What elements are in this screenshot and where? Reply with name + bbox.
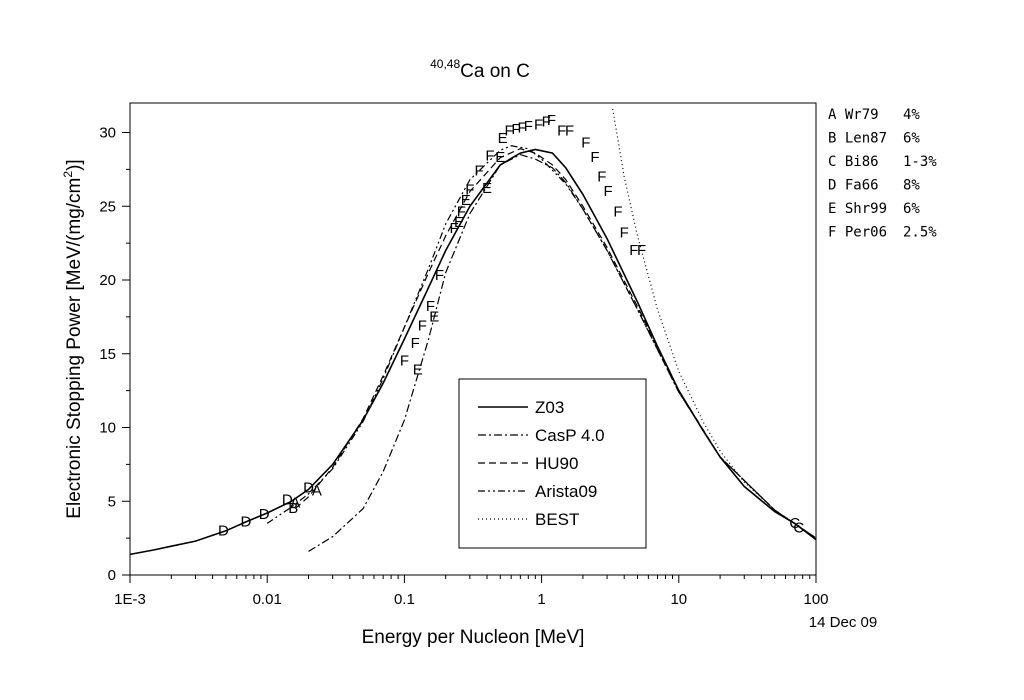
data-marker-f: F [457, 204, 466, 221]
data-marker-f: F [542, 114, 551, 131]
data-marker-d: D [218, 522, 229, 539]
data-marker-f: F [534, 117, 543, 134]
data-marker-f: F [485, 148, 494, 165]
reference-uncertainty-c: 1-3% [903, 154, 937, 170]
reference-uncertainty-a: 4% [903, 107, 920, 123]
data-marker-e: E [429, 308, 439, 325]
reference-uncertainty-e: 6% [903, 201, 920, 217]
data-marker-f: F [637, 242, 646, 259]
x-tick-label: 100 [803, 591, 828, 608]
data-marker-f: F [557, 123, 566, 140]
y-tick-label: 20 [99, 272, 116, 289]
data-marker-f: F [474, 162, 483, 179]
y-tick-label: 30 [99, 125, 116, 142]
data-marker-f: F [449, 220, 458, 237]
data-marker-b: B [288, 500, 298, 517]
y-axis: 0 5 10 15 20 25 30 [99, 125, 130, 584]
data-marker-d: D [303, 480, 314, 497]
x-tick-label: 10 [670, 591, 687, 608]
data-marker-f: F [524, 118, 533, 135]
y-tick-label: 10 [99, 420, 116, 437]
plot-frame [129, 102, 817, 576]
x-tick-label: 1E-3 [114, 591, 146, 608]
legend-label-z03: Z03 [535, 398, 564, 417]
data-marker-c: C [793, 519, 804, 536]
data-marker-d: D [241, 513, 252, 530]
data-marker-f: F [511, 121, 520, 138]
x-axis: 1E-3 0.01 0.1 1 10 100 [114, 575, 829, 608]
chart-title-superscript: 40,48 [430, 57, 460, 71]
data-marker-a: A [290, 494, 300, 511]
date-note: 14 Dec 09 [809, 614, 877, 631]
y-axis-label-main: Electronic Stopping Power [MeV/(mg/cm [64, 178, 85, 519]
reference-entry-a: A Wr79 [828, 107, 879, 123]
x-axis-label: Energy per Nucleon [MeV] [362, 627, 585, 648]
y-tick-label: 15 [99, 346, 116, 363]
reference-uncertainty-d: 8% [903, 178, 920, 194]
reference-uncertainty-f: 2.5% [903, 225, 937, 241]
x-tick-label: 0.01 [253, 591, 282, 608]
data-marker-f: F [505, 123, 514, 140]
x-tick-label: 1 [537, 591, 545, 608]
reference-entry-e: E Shr99 [828, 201, 887, 217]
data-marker-a: A [312, 482, 322, 499]
y-tick-label: 0 [108, 567, 116, 584]
y-tick-label: 5 [108, 493, 116, 510]
data-marker-f: F [597, 168, 606, 185]
reference-entry-b: B Len87 [828, 131, 887, 147]
legend-label-arista09: Arista09 [535, 482, 597, 501]
data-marker-d: D [282, 491, 293, 508]
data-marker-e: E [454, 214, 464, 231]
data-marker-f: F [465, 182, 474, 199]
data-marker-e: E [413, 362, 423, 379]
data-marker-f: F [435, 267, 444, 284]
series-layer [129, 108, 817, 556]
legend: Z03 CasP 4.0 HU90 Arista09 BEST [478, 398, 605, 529]
reference-list: A Wr79 4% B Len87 6% C Bi86 1-3% D Fa66 8% E Shr… [828, 107, 937, 241]
chart-title: 40,48Ca on C [430, 57, 530, 82]
data-marker-f: F [613, 204, 622, 221]
data-marker-f: F [565, 123, 574, 140]
data-marker-f: F [547, 112, 556, 129]
legend-label-casp-4-0: CasP 4.0 [535, 426, 605, 445]
data-marker-f: F [603, 183, 612, 200]
chart-title-main: Ca on C [460, 61, 530, 82]
reference-entry-d: D Fa66 [828, 178, 879, 194]
data-marker-d: D [259, 506, 270, 523]
data-marker-f: F [418, 317, 427, 334]
data-marker-f: F [411, 335, 420, 352]
data-marker-c: C [789, 515, 800, 532]
data-marker-e: E [482, 180, 492, 197]
data-marker-f: F [629, 242, 638, 259]
x-tick-label: 0.1 [394, 591, 415, 608]
data-marker-e: E [498, 130, 508, 147]
y-tick-label: 25 [99, 198, 116, 215]
reference-uncertainty-b: 6% [903, 131, 920, 147]
data-marker-e: E [461, 192, 471, 209]
data-marker-f: F [590, 149, 599, 166]
reference-entry-f: F Per06 [828, 225, 887, 241]
data-marker-f: F [620, 224, 629, 241]
data-marker-f: F [400, 353, 409, 370]
legend-label-best: BEST [535, 510, 579, 529]
y-axis-label-superscript: 2 [61, 171, 75, 178]
series-line-hu90 [294, 148, 817, 539]
series-line-arista09 [266, 145, 817, 539]
reference-entry-c: C Bi86 [828, 154, 879, 170]
y-axis-label-close: )] [64, 159, 85, 171]
data-marker-f: F [426, 298, 435, 315]
data-marker-f: F [581, 134, 590, 151]
legend-label-hu90: HU90 [535, 454, 578, 473]
data-marker-e: E [495, 149, 505, 166]
y-axis-label: Electronic Stopping Power [MeV/(mg/cm2)] [61, 159, 85, 518]
data-marker-f: F [517, 120, 526, 137]
